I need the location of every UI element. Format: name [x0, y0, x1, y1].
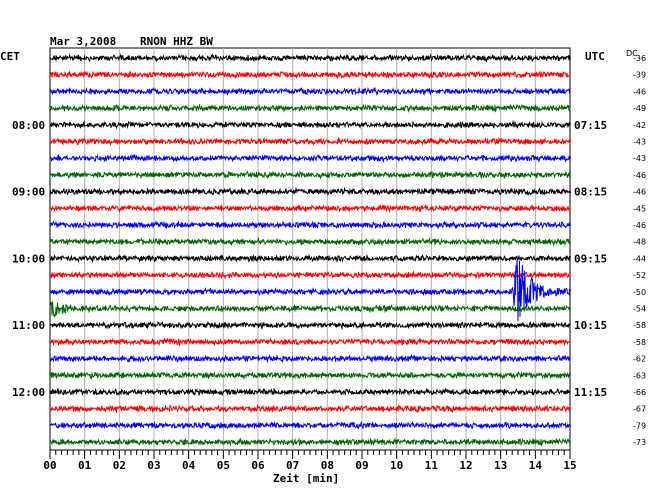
- dc-offset-label: -58: [633, 321, 646, 330]
- seismic-trace-18: [49, 353, 571, 364]
- label-group: 00 01 02 03 04 05 06 07 08 09 10 11 12 13 14 15 -36 -39 -4…: [12, 54, 646, 472]
- seismic-trace-1: [49, 70, 571, 80]
- dc-offset-label: -48: [633, 238, 646, 247]
- left-time-label: 10:00: [12, 252, 45, 265]
- left-time-label: 12:00: [12, 386, 45, 399]
- seismic-trace-4: [49, 119, 571, 130]
- right-timezone-label: UTC: [585, 50, 605, 63]
- dc-offset-label: -58: [633, 338, 646, 347]
- seismic-trace-8: [49, 186, 571, 197]
- x-tick-label: 03: [147, 459, 160, 472]
- dc-offset-label: -46: [633, 221, 646, 230]
- dc-header-label: DC: [626, 49, 638, 58]
- dc-offset-label: -62: [633, 355, 646, 364]
- seismic-trace-9: [49, 203, 571, 214]
- seismic-trace-10: [49, 220, 571, 230]
- dc-offset-label: -67: [633, 405, 646, 414]
- seismic-trace-19: [49, 370, 571, 380]
- dc-offset-label: -79: [633, 421, 646, 430]
- seismic-trace-22: [49, 420, 571, 430]
- seismic-trace-7: [49, 170, 571, 180]
- x-tick-label: 00: [43, 459, 56, 472]
- seismic-trace-15: [49, 301, 571, 318]
- seismic-trace-20: [49, 387, 571, 397]
- dc-offset-label: -43: [633, 138, 646, 147]
- right-time-label: 11:15: [574, 386, 607, 399]
- seismic-trace-14: [49, 259, 571, 322]
- seismic-trace-12: [49, 253, 571, 264]
- x-tick-label: 01: [78, 459, 92, 472]
- seismic-trace-21: [49, 403, 571, 414]
- x-tick-label: 06: [251, 459, 265, 472]
- dc-offset-label: -39: [633, 71, 646, 80]
- dc-offset-label: -44: [633, 254, 646, 263]
- seismic-trace-3: [49, 103, 571, 113]
- seismic-trace-5: [49, 136, 571, 147]
- seismic-trace-13: [49, 270, 571, 280]
- seismic-trace-11: [49, 236, 571, 247]
- seismic-trace-2: [49, 86, 571, 97]
- dc-offset-label: -42: [633, 121, 646, 130]
- plot-grid: [49, 47, 571, 459]
- dc-offset-label: -66: [633, 388, 646, 397]
- seismic-trace-6: [49, 153, 571, 163]
- left-time-label: 11:00: [12, 319, 45, 332]
- left-time-label: 08:00: [12, 119, 45, 132]
- right-time-label: 07:15: [574, 119, 607, 132]
- header-date: Mar 3,2008: [50, 35, 116, 48]
- left-timezone-label: CET: [0, 50, 20, 63]
- dc-offset-label: -63: [633, 371, 646, 380]
- right-time-label: 10:15: [574, 319, 607, 332]
- x-tick-label: 09: [355, 459, 368, 472]
- dc-offset-label: -49: [633, 104, 646, 113]
- x-tick-label: 13: [494, 459, 507, 472]
- dc-offset-label: -43: [633, 154, 646, 163]
- x-tick-label: 08: [321, 459, 334, 472]
- x-tick-label: 11: [425, 459, 439, 472]
- dc-offset-label: -36: [633, 54, 646, 63]
- right-time-label: 09:15: [574, 252, 607, 265]
- seismic-trace-16: [49, 320, 571, 331]
- trace-group: [49, 53, 571, 447]
- seismic-trace-17: [49, 337, 571, 347]
- seismic-trace-23: [49, 437, 571, 447]
- x-tick-label: 14: [529, 459, 543, 472]
- x-tick-label: 02: [113, 459, 126, 472]
- left-time-label: 09:00: [12, 186, 45, 199]
- x-tick-label: 12: [459, 459, 472, 472]
- x-tick-label: 10: [390, 459, 403, 472]
- seismic-trace-0: [49, 53, 571, 63]
- dc-offset-label: -52: [633, 271, 646, 280]
- x-tick-label: 15: [563, 459, 576, 472]
- dc-offset-label: -46: [633, 188, 646, 197]
- right-time-label: 08:15: [574, 186, 607, 199]
- dc-offset-label: -46: [633, 87, 646, 96]
- dc-offset-label: -50: [633, 288, 646, 297]
- header-station: RNON HHZ BW: [140, 35, 213, 48]
- dc-offset-label: -54: [633, 305, 646, 314]
- dc-offset-label: -45: [633, 204, 646, 213]
- x-tick-label: 04: [182, 459, 196, 472]
- x-tick-label: 05: [217, 459, 230, 472]
- x-axis-label: Zeit [min]: [273, 472, 339, 485]
- dc-offset-label: -46: [633, 171, 646, 180]
- dc-offset-label: -73: [633, 438, 646, 447]
- x-tick-label: 07: [286, 459, 299, 472]
